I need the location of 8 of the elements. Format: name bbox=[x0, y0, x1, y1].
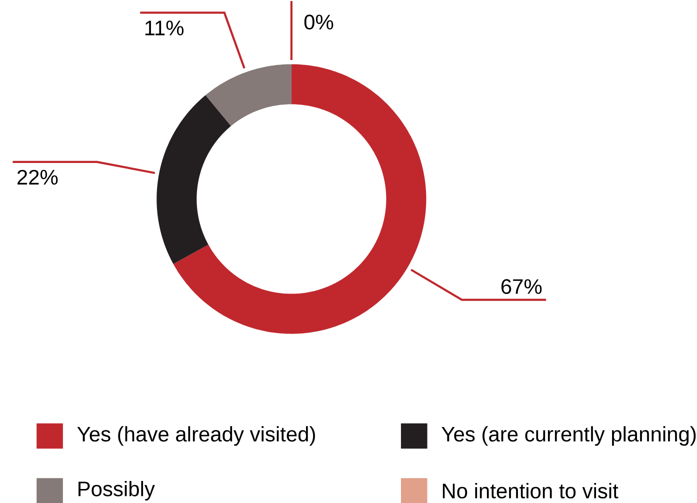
data-label: 67% bbox=[501, 278, 542, 294]
data-label: 11% bbox=[145, 20, 184, 36]
legend-label: Possibly bbox=[78, 480, 155, 500]
text: 0% bbox=[304, 14, 334, 30]
legend-label: No intention to visit bbox=[442, 482, 618, 498]
legend-label: Yes (have already visited) bbox=[77, 426, 315, 446]
data-label: 22% bbox=[17, 170, 58, 184]
legend-label: Yes (are currently planning) bbox=[442, 426, 696, 446]
